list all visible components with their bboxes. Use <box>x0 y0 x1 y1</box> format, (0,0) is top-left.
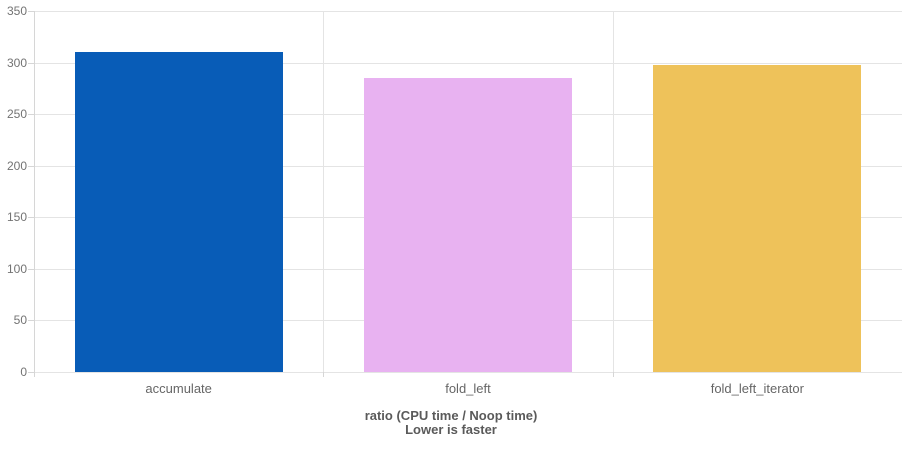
y-gridline <box>34 62 902 64</box>
y-tick-label: 350 <box>6 4 27 18</box>
category-label-fold-left: fold_left <box>445 381 491 396</box>
category-label-accumulate: accumulate <box>145 381 212 396</box>
x-axis-title-line1: ratio (CPU time / Noop time) <box>364 408 538 423</box>
bar-fold-left <box>364 78 572 372</box>
y-tick-label: 300 <box>6 55 27 70</box>
y-tick-label: 250 <box>6 107 27 122</box>
x-axis-title-line2: Lower is faster <box>405 422 497 437</box>
y-tick-mark <box>28 268 34 270</box>
bar-fold-left-iterator <box>653 64 862 372</box>
bar-accumulate <box>74 52 283 372</box>
y-tick-label: 200 <box>6 158 27 173</box>
x-axis-title: ratio (CPU time / Noop time) Lower is fa… <box>0 409 902 437</box>
y-tick-label: 0 <box>20 365 27 379</box>
y-tick-mark <box>28 114 34 116</box>
y-gridline <box>34 372 902 373</box>
y-tick-mark <box>28 11 34 12</box>
y-tick-mark <box>28 372 34 373</box>
y-gridline <box>34 11 902 12</box>
category-separator-gridline <box>323 11 325 372</box>
y-tick-label: 50 <box>13 313 27 328</box>
category-separator-gridline <box>612 11 614 372</box>
y-tick-label: 100 <box>6 261 27 276</box>
y-tick-mark <box>28 217 34 219</box>
y-tick-mark <box>28 165 34 167</box>
category-label-fold-left-iterator: fold_left_iterator <box>710 381 804 396</box>
y-tick-mark <box>28 320 34 322</box>
y-axis-line <box>34 11 35 377</box>
x-tick-mark <box>612 372 614 377</box>
x-tick-mark <box>323 372 325 377</box>
y-tick-mark <box>28 62 34 64</box>
y-tick-label: 150 <box>6 210 27 225</box>
